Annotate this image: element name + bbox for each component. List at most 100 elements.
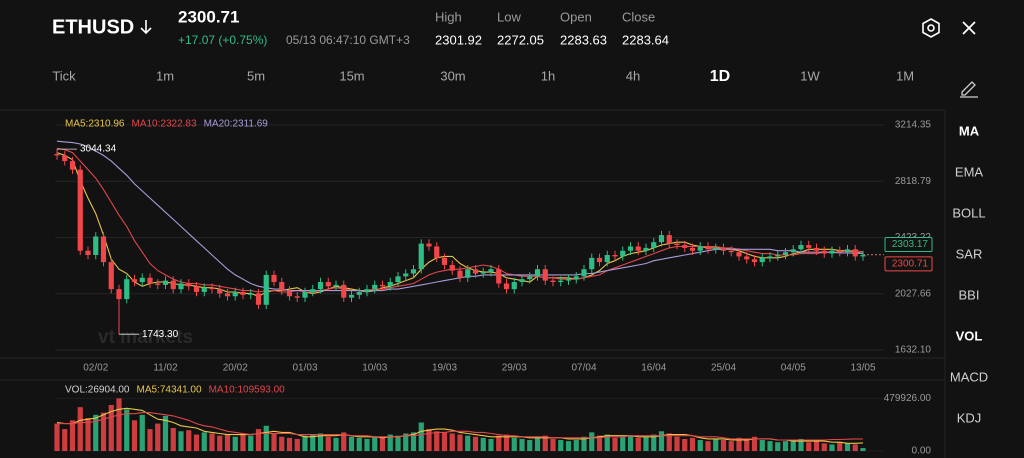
timeframe-tab[interactable]: 1h (541, 68, 555, 83)
candle-body (550, 280, 556, 283)
volume-bar (790, 440, 796, 451)
indicator-button[interactable]: BBI (959, 287, 980, 302)
volume-bar (372, 436, 378, 451)
volume-bar (77, 407, 83, 451)
volume-bar (232, 436, 238, 451)
legend-entry: MA10:109593.00 (209, 385, 286, 396)
candle-body (643, 247, 649, 251)
volume-bar (767, 441, 773, 451)
volume-bar (503, 434, 510, 451)
volume-bar (798, 438, 804, 451)
volume-bar (666, 433, 672, 451)
settings-icon[interactable] (922, 18, 940, 38)
draw-tool-icon[interactable] (960, 81, 978, 98)
indicator-button[interactable]: SAR (956, 246, 983, 261)
volume-bar (302, 435, 308, 451)
volume-bar (782, 441, 789, 451)
candle-body (69, 161, 76, 170)
volume-bar (395, 435, 401, 451)
candle-body (418, 243, 424, 270)
volume-bar (379, 437, 386, 451)
x-tick-label: 20/02 (223, 363, 248, 374)
candle-body (666, 235, 672, 244)
timeframe-tab[interactable]: 15m (339, 68, 364, 83)
indicator-button[interactable]: MACD (950, 369, 988, 384)
timeframe-tab[interactable]: Tick (52, 68, 76, 83)
candle-body (689, 247, 696, 251)
timestamp: 05/13 06:47:10 GMT+3 (286, 33, 410, 47)
y-tick-label: 1632.10 (895, 345, 932, 356)
volume-bar (108, 404, 114, 451)
volume-bar (139, 414, 145, 451)
timeframe-tab[interactable]: 30m (440, 68, 465, 83)
candle-body (488, 269, 494, 273)
volume-bar (589, 432, 595, 451)
price-badge-label: 2303.17 (892, 239, 929, 250)
volume-bar (852, 444, 858, 451)
candle-body (736, 252, 742, 257)
symbol-dropdown-icon[interactable] (140, 20, 152, 35)
candle-body (403, 273, 409, 277)
candle-body (255, 293, 262, 305)
indicator-button[interactable]: KDJ (957, 410, 982, 425)
volume-bar (62, 429, 68, 451)
volume-bar (488, 438, 494, 451)
volume-bar (356, 437, 362, 451)
volume-bar (255, 429, 262, 451)
x-tick-label: 04/05 (781, 363, 806, 374)
indicator-button[interactable]: VOL (956, 328, 983, 343)
volume-bar (69, 420, 76, 451)
candle-body (705, 246, 711, 250)
candle-body (294, 296, 300, 298)
candle-body (759, 257, 765, 263)
volume-bar (829, 444, 835, 451)
indicator-button[interactable]: MA (959, 123, 980, 138)
indicator-button[interactable]: EMA (955, 164, 984, 179)
timeframe-tab[interactable]: 1M (896, 68, 914, 83)
candle-body (209, 287, 215, 290)
timeframe-tab[interactable]: 1D (710, 68, 730, 85)
settings-icon-center (927, 24, 935, 32)
legend-entry: MA5:74341.00 (137, 385, 202, 396)
candle-body (813, 247, 820, 251)
volume-bar (403, 433, 409, 451)
candle-body (720, 247, 727, 251)
volume-bar (581, 436, 587, 451)
indicator-line (56, 407, 864, 444)
volume-bar (155, 423, 161, 451)
candle-body (62, 155, 68, 162)
candle-body (333, 284, 339, 287)
candle-body (860, 254, 866, 257)
x-tick-label: 13/05 (850, 363, 875, 374)
timeframe-tab[interactable]: 1W (800, 68, 820, 83)
volume-bar (480, 437, 486, 451)
volume-bar (224, 434, 231, 451)
volume-bar (806, 442, 812, 451)
last-price: 2300.71 (178, 7, 239, 26)
timeframe-tab[interactable]: 1m (156, 68, 174, 83)
volume-bar (635, 437, 641, 451)
volume-bar (93, 414, 99, 451)
close-icon[interactable] (962, 21, 976, 35)
candle-body (581, 269, 587, 277)
candle-body (480, 272, 486, 274)
candle-body (434, 246, 440, 258)
legend-entry: MA10:2322.83 (132, 119, 197, 130)
candle-body (441, 257, 448, 265)
stat-value: 2283.64 (622, 32, 669, 47)
volume-bar (837, 442, 843, 451)
volume-bar (271, 433, 277, 451)
symbol[interactable]: ETHUSD (52, 16, 134, 38)
candle-body (379, 284, 386, 287)
indicator-button[interactable]: BOLL (952, 205, 985, 220)
volume-bar (131, 420, 138, 451)
timeframe-tab[interactable]: 5m (247, 68, 265, 83)
timeframe-tab[interactable]: 4h (626, 68, 640, 83)
volume-bar (341, 432, 347, 451)
candle-body (852, 249, 858, 257)
volume-bar (713, 438, 719, 451)
volume-bar (844, 443, 851, 451)
candle-body (279, 282, 285, 291)
candle-body (387, 282, 393, 287)
